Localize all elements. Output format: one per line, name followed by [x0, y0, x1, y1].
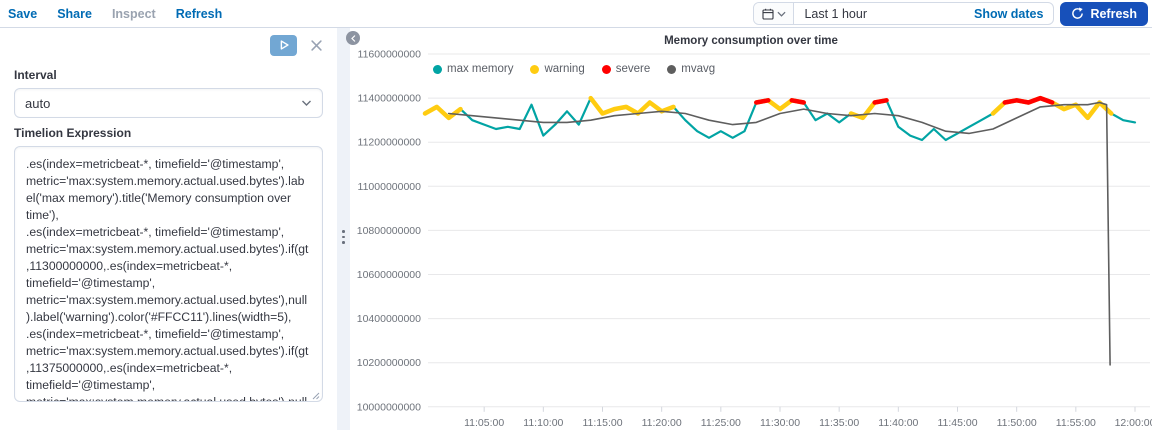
x-axis-label: 11:25:00 — [701, 417, 741, 429]
panel-resizer — [337, 28, 350, 430]
resize-handle-icon[interactable] — [312, 392, 320, 400]
time-range-value[interactable]: Last 1 hour — [804, 6, 867, 21]
toolbar-links: Save Share Inspect Refresh — [8, 7, 222, 21]
y-axis-label: 11200000000 — [358, 137, 422, 149]
y-axis-label: 10400000000 — [357, 313, 421, 325]
chart-title: Memory consumption over time — [664, 35, 838, 47]
x-axis-label: 11:05:00 — [464, 417, 504, 429]
calendar-icon — [762, 8, 774, 20]
x-axis-label: 11:35:00 — [819, 417, 859, 429]
x-axis-label: 12:00:00 — [1115, 417, 1152, 429]
chevron-left-icon — [350, 34, 355, 42]
series-severe — [872, 98, 889, 105]
x-axis-label: 11:15:00 — [582, 417, 622, 429]
series-severe — [754, 98, 771, 105]
refresh-button[interactable]: Refresh — [1060, 1, 1148, 26]
legend-item-mvavg[interactable]: mvavg — [667, 63, 715, 75]
y-axis-label: 11400000000 — [358, 93, 422, 105]
time-range-picker: Last 1 hour Show dates — [753, 2, 1055, 25]
x-axis-label: 11:30:00 — [760, 417, 800, 429]
resizer-handle[interactable] — [342, 230, 345, 244]
timelion-expression-input[interactable]: .es(index=metricbeat-*, timefield='@time… — [14, 146, 323, 402]
inspect-button[interactable]: Inspect — [111, 6, 156, 21]
y-axis-label: 11000000000 — [358, 181, 422, 193]
y-axis-label: 11600000000 — [358, 49, 422, 61]
y-axis-label: 10200000000 — [357, 357, 421, 369]
interval-select[interactable]: auto — [14, 88, 323, 118]
top-toolbar: Save Share Inspect Refresh Last 1 hour S… — [0, 0, 1152, 28]
show-dates-button[interactable]: Show dates — [973, 6, 1044, 21]
legend-item-warning[interactable]: warning — [530, 63, 585, 75]
legend-dot — [530, 64, 540, 74]
x-axis-label: 11:40:00 — [878, 417, 918, 429]
quick-select-menu-button[interactable] — [754, 3, 795, 24]
chart-legend: max memory warning severe mvavg — [433, 63, 715, 75]
y-axis-label: 10600000000 — [357, 269, 421, 281]
x-axis-label: 11:10:00 — [523, 417, 563, 429]
expression-panel-toolbar — [14, 30, 323, 60]
legend-label: max memory — [447, 63, 514, 75]
y-axis-label: 10000000000 — [357, 401, 421, 413]
timelion-expression-panel: Interval auto Timelion Expression .es(in… — [0, 28, 337, 430]
run-expression-button[interactable] — [270, 34, 297, 56]
series-warning — [422, 104, 463, 121]
x-axis-label: 11:50:00 — [997, 417, 1037, 429]
series-severe — [789, 98, 806, 105]
legend-item-max-memory[interactable]: max memory — [433, 63, 513, 75]
series-mvavg — [447, 101, 1111, 366]
collapse-panel-button[interactable] — [346, 31, 360, 45]
close-editor-button[interactable] — [311, 39, 323, 51]
play-icon — [280, 40, 289, 50]
series-warning — [588, 95, 676, 116]
y-axis-label: 10800000000 — [357, 225, 421, 237]
chart-plot: 11600000000 11400000000 11200000000 1100000… — [357, 49, 1152, 429]
legend-label: mvavg — [681, 63, 716, 75]
interval-value: auto — [25, 95, 51, 111]
timelion-chart-panel: Memory consumption over time max memory w… — [350, 28, 1152, 430]
save-button[interactable]: Save — [8, 6, 38, 21]
chevron-down-icon — [302, 100, 311, 106]
legend-dot — [433, 64, 442, 74]
expression-input-wrap: .es(index=metricbeat-*, timefield='@time… — [14, 146, 323, 407]
legend-label: severe — [615, 63, 651, 75]
refresh-icon — [1072, 7, 1084, 19]
close-icon — [311, 39, 322, 51]
legend-item-severe[interactable]: severe — [601, 63, 651, 75]
refresh-link[interactable]: Refresh — [175, 6, 223, 21]
legend-dot — [601, 64, 611, 74]
refresh-button-label: Refresh — [1090, 6, 1137, 21]
x-axis-label: 11:45:00 — [937, 417, 977, 429]
chevron-down-icon — [777, 11, 786, 17]
series-severe — [1002, 95, 1055, 105]
share-button[interactable]: Share — [57, 6, 92, 21]
legend-label: warning — [544, 63, 585, 75]
x-axis-label: 11:20:00 — [642, 417, 682, 429]
legend-dot — [667, 64, 677, 74]
interval-label: Interval — [14, 68, 57, 82]
x-axis-label: 11:55:00 — [1056, 417, 1096, 429]
expression-label: Timelion Expression — [14, 126, 132, 140]
